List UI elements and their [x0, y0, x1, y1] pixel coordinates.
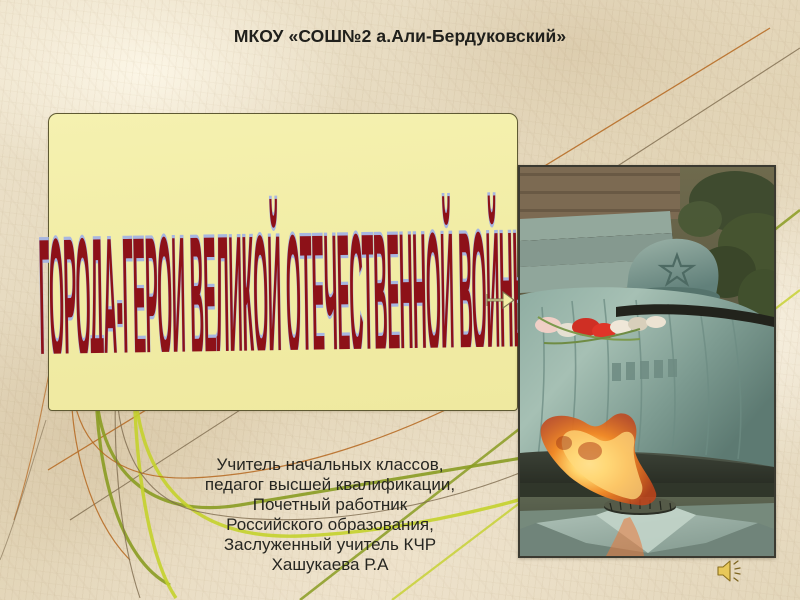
- title-panel: [48, 113, 518, 411]
- slide-header-organization: МКОУ «СОШ№2 а.Али-Бердуковский»: [233, 26, 567, 46]
- caption-line-2: педагог высшей квалификации,: [204, 475, 456, 495]
- caption-line-6: Хашукаева Р.А: [271, 555, 389, 575]
- caption-line-4: Российского образования,: [226, 515, 434, 535]
- caption-line-3: Почетный работник: [252, 495, 408, 515]
- caption-line-5: Заслуженный учитель КЧР: [223, 535, 437, 555]
- caption-line-1: Учитель начальных классов,: [216, 455, 444, 474]
- author-caption: Учитель начальных классов, педагог высше…: [130, 455, 530, 575]
- arrow-right-icon: [486, 290, 515, 310]
- memorial-photo: [518, 165, 776, 558]
- memorial-photo-art: [520, 167, 774, 556]
- speaker-icon[interactable]: [716, 558, 750, 584]
